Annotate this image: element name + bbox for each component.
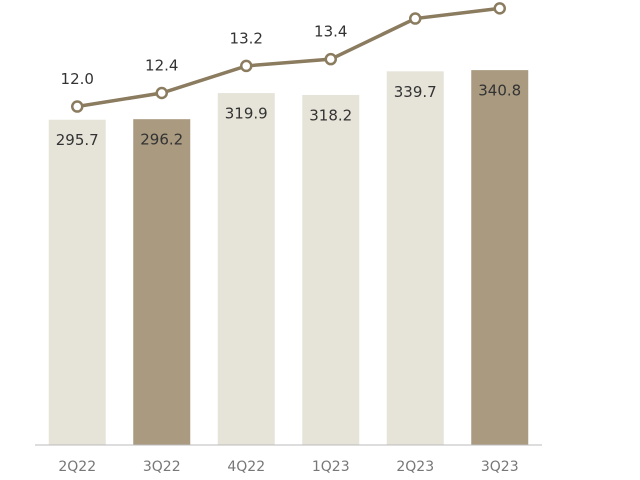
bar xyxy=(386,71,444,445)
bar-value-label: 296.2 xyxy=(140,131,183,149)
bar-value-label: 319.9 xyxy=(225,105,268,123)
bar-value-label: 318.2 xyxy=(309,106,352,124)
x-tick-label: 1Q23 xyxy=(312,459,350,475)
bar-value-label: 340.8 xyxy=(478,82,521,100)
line-value-label: 13.4 xyxy=(314,23,347,41)
bar-value-label: 339.7 xyxy=(394,83,437,101)
line-value-label: 12.0 xyxy=(61,70,94,88)
line xyxy=(76,6,500,109)
bar xyxy=(217,93,275,446)
line-marker xyxy=(324,52,337,66)
bar-value-label: 295.7 xyxy=(56,131,99,149)
x-tick-label: 3Q22 xyxy=(143,459,181,475)
line-marker xyxy=(409,12,422,25)
line-marker xyxy=(155,86,168,100)
line-marker xyxy=(493,2,506,15)
x-tick-label: 2Q23 xyxy=(396,459,434,475)
line-marker xyxy=(71,100,84,113)
line-marker xyxy=(240,59,253,73)
x-tick-label: 3Q23 xyxy=(481,459,519,475)
x-tick-label: 2Q22 xyxy=(58,459,96,475)
line-value-label: 12.4 xyxy=(145,57,178,75)
bar xyxy=(471,70,529,446)
bar xyxy=(133,119,191,446)
bar xyxy=(48,119,106,445)
bar xyxy=(302,94,360,445)
line-value-label: 13.2 xyxy=(230,29,263,47)
x-tick-label: 4Q22 xyxy=(227,459,265,475)
